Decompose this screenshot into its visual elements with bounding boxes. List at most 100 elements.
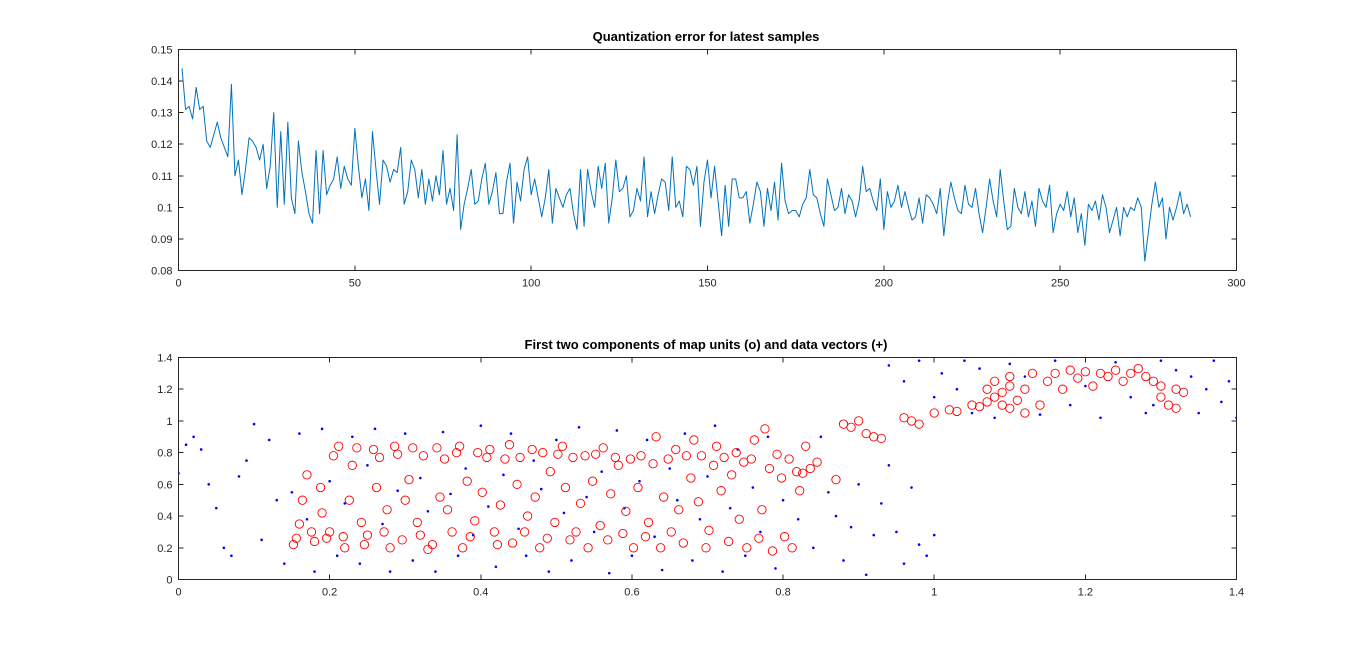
quantization-error-ytick-label: 0.13 <box>151 108 172 120</box>
map-unit-marker <box>362 530 373 540</box>
data-vector-marker <box>857 483 860 486</box>
map-unit-marker <box>708 460 719 470</box>
map-unit-marker <box>317 508 327 518</box>
map-unit-marker <box>324 527 335 537</box>
map-units-xtick-label: 1.4 <box>1229 587 1244 599</box>
map-unit-marker <box>628 543 639 553</box>
data-vector-marker <box>419 476 422 480</box>
map-units-xtick-label: 0.8 <box>775 587 790 599</box>
data-vector-marker <box>1068 403 1072 407</box>
quantization-error-xtick-label: 0 <box>175 278 181 290</box>
map-unit-marker <box>338 532 348 542</box>
quantization-error-ytick-label: 0.08 <box>151 266 172 278</box>
data-vector-marker <box>683 432 687 435</box>
map-unit-marker <box>974 402 985 412</box>
map-unit-marker <box>686 473 696 483</box>
map-unit-marker <box>580 451 590 461</box>
quantization-error-axes: Quantization error for latest samples 0 5… <box>151 29 1246 290</box>
map-unit-marker <box>798 468 808 478</box>
map-unit-marker <box>1027 368 1038 379</box>
map-unit-marker <box>613 460 623 470</box>
map-unit-marker <box>772 449 782 459</box>
map-unit-marker <box>321 533 332 543</box>
map-unit-marker <box>473 447 483 458</box>
map-unit-marker <box>696 451 707 461</box>
map-unit-marker <box>522 511 533 521</box>
quantization-error-xtick-label: 300 <box>1227 278 1245 290</box>
map-unit-marker <box>359 539 370 550</box>
map-units-plot-area <box>178 359 1237 577</box>
map-units-ytick-label: 0.6 <box>157 479 172 491</box>
map-unit-marker <box>853 416 864 426</box>
map-unit-marker <box>560 482 571 493</box>
map-unit-marker <box>990 376 1000 386</box>
data-vector-marker <box>464 467 467 470</box>
map-unit-marker <box>294 519 305 529</box>
data-vector-marker <box>403 432 407 435</box>
quantization-error-ytick-label: 0.14 <box>151 76 172 88</box>
map-units-title: First two components of map units (o) an… <box>525 337 888 352</box>
data-vector-marker <box>706 475 709 478</box>
map-unit-marker <box>663 454 673 464</box>
map-unit-marker <box>704 525 714 535</box>
map-unit-marker <box>371 482 382 493</box>
map-unit-marker <box>408 443 418 453</box>
data-vector-marker <box>502 473 505 477</box>
map-unit-marker <box>465 532 475 542</box>
data-vector-marker <box>713 424 717 427</box>
map-unit-marker <box>1110 365 1121 375</box>
data-vector-marker <box>819 435 823 439</box>
map-unit-marker <box>542 533 552 543</box>
data-vector-marker <box>910 486 913 489</box>
data-vector-marker <box>275 498 279 502</box>
map-unit-marker <box>1005 371 1015 382</box>
data-vector-marker <box>600 470 603 473</box>
map-unit-marker <box>404 474 414 485</box>
map-unit-marker <box>565 535 575 545</box>
data-vector-marker <box>222 546 226 550</box>
quantization-error-xtick-label: 200 <box>875 278 893 290</box>
map-unit-marker <box>315 482 326 493</box>
map-unit-marker <box>997 387 1007 398</box>
data-vector-marker <box>660 568 664 572</box>
map-unit-marker <box>1065 365 1075 375</box>
map-unit-marker <box>944 405 954 415</box>
data-vector-marker <box>698 517 702 521</box>
map-unit-marker <box>571 527 581 537</box>
data-vector-marker <box>577 425 581 429</box>
data-vector-marker <box>1084 384 1087 388</box>
map-unit-marker <box>754 533 764 543</box>
map-unit-marker <box>495 500 506 510</box>
map-unit-marker <box>831 474 841 485</box>
map-unit-marker <box>1005 403 1015 413</box>
map-unit-marker <box>485 444 495 455</box>
data-vector-marker <box>487 505 490 508</box>
data-vector-marker <box>1038 413 1042 416</box>
quantization-error-ticks: 0 50 100 150 200 250 300 0.08 0.09 0.1 0.11 0.12 0.1… <box>151 45 1246 290</box>
map-unit-marker <box>306 527 317 537</box>
data-vector-marker <box>645 438 649 442</box>
map-unit-marker <box>1118 376 1128 386</box>
data-vector-marker <box>691 559 694 562</box>
map-unit-marker <box>356 517 367 528</box>
data-vector-marker <box>547 570 551 573</box>
data-vector-marker <box>252 422 256 426</box>
data-vector-marker <box>441 430 445 434</box>
map-unit-marker <box>1005 381 1015 391</box>
map-unit-marker <box>1148 376 1159 386</box>
map-unit-marker <box>795 486 805 496</box>
map-units-xtick-label: 1.2 <box>1078 587 1093 599</box>
quantization-error-ytick-label: 0.1 <box>157 202 172 214</box>
map-unit-marker <box>1156 381 1166 391</box>
map-unit-marker <box>1178 387 1189 398</box>
map-unit-marker <box>792 467 802 477</box>
map-unit-marker <box>742 543 752 553</box>
map-unit-marker <box>1050 368 1060 379</box>
map-unit-marker <box>610 452 620 463</box>
data-vector-marker <box>267 438 271 442</box>
map-unit-marker <box>757 505 767 515</box>
data-vector-marker <box>449 492 452 496</box>
map-unit-marker <box>500 454 510 464</box>
map-units-ytick-label: 0.4 <box>157 511 172 523</box>
quantization-error-xtick-label: 50 <box>349 278 361 290</box>
